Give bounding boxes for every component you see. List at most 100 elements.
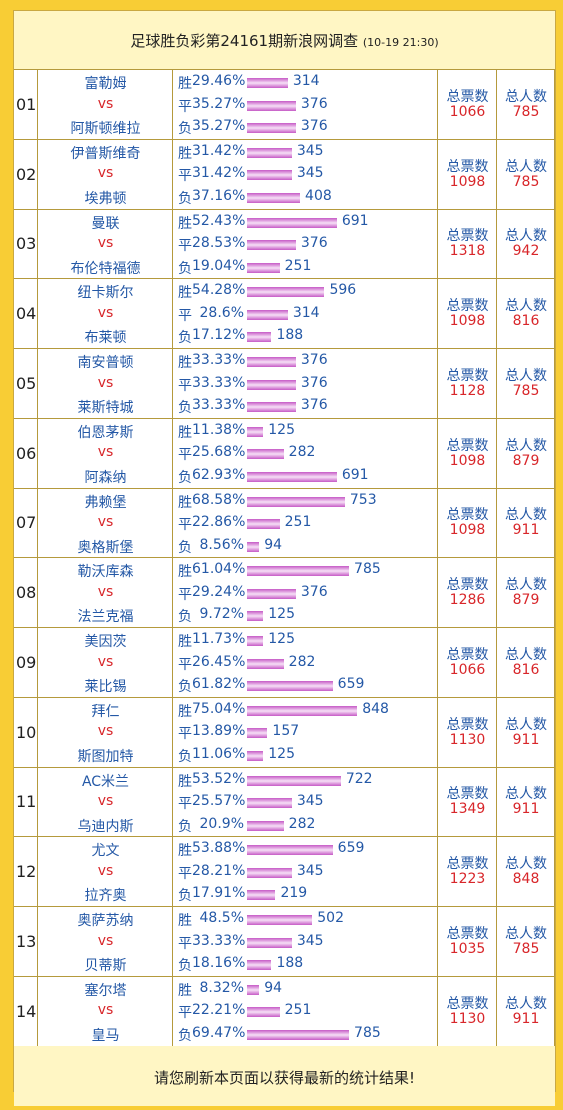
vote-bar: [247, 566, 350, 577]
vote-bar: [247, 240, 296, 250]
outcome-label: 负: [178, 121, 192, 137]
outcome-label: 负: [178, 1027, 192, 1044]
total_people-value: 911: [512, 1010, 540, 1027]
outcome-label: 平: [178, 307, 192, 324]
percent: 22.86%: [192, 514, 246, 530]
match-number: 03: [16, 234, 37, 254]
total_votes-value: 1035: [449, 940, 486, 957]
home-team: 塞尔塔: [84, 982, 127, 999]
vote-count: 785: [354, 561, 381, 578]
vote-bar: [247, 471, 337, 482]
vote-bar: [247, 937, 292, 948]
vote-count: 345: [296, 932, 324, 949]
vote-count: 376: [300, 397, 328, 413]
match-number: 01: [16, 94, 37, 114]
total_votes-value: 1223: [449, 871, 486, 888]
cell: [173, 697, 438, 768]
vote-bar: [247, 611, 264, 622]
percent: 61.04%: [192, 561, 246, 578]
total_votes-label: 总票数: [446, 367, 489, 384]
outcome-label: 胜: [178, 773, 192, 790]
cell: [497, 139, 555, 210]
vote-bar: [247, 820, 284, 831]
cell: [497, 837, 555, 907]
outcome-label: 胜: [178, 564, 192, 581]
header: 足球胜负彩第24161期新浪网调查 (10-19 21:30): [14, 11, 555, 70]
vote-count: 785: [354, 1024, 381, 1041]
percent: 33.33%: [192, 932, 246, 949]
vote-count: 251: [284, 257, 312, 274]
away-team: 法兰克福: [77, 609, 134, 626]
total_votes-label: 总票数: [446, 158, 489, 175]
cell: [438, 767, 497, 838]
vote-count: 251: [284, 1002, 312, 1019]
outcome-label: 负: [178, 609, 192, 626]
total_votes-value: 1098: [449, 313, 486, 330]
total_people-value: 785: [512, 103, 540, 120]
vote-count: 376: [300, 118, 328, 134]
outcome-label: 胜: [178, 634, 192, 650]
home-team: 弗赖堡: [84, 494, 127, 511]
home-team: 拜仁: [91, 703, 120, 720]
total_votes-label: 总票数: [446, 856, 489, 873]
away-team: 莱斯特城: [77, 400, 134, 416]
vote-bar: [247, 750, 264, 761]
cell: [497, 628, 555, 698]
home-team: AC米兰: [81, 773, 130, 790]
outcome-label: 平: [178, 98, 192, 115]
vote-count: 345: [296, 862, 324, 879]
away-team: 布莱顿: [84, 330, 127, 347]
cell: [497, 488, 555, 559]
vote-count: 345: [296, 142, 324, 159]
outcome-label: 胜: [178, 76, 192, 92]
total_votes-value: 1098: [449, 452, 486, 469]
cell: [438, 279, 497, 349]
total_people-value: 879: [512, 592, 540, 609]
cell: [438, 837, 497, 907]
total_votes-label: 总票数: [446, 577, 489, 594]
cell: [173, 279, 438, 349]
away-team: 布伦特福德: [70, 260, 141, 277]
outcome-label: 负: [178, 679, 192, 695]
total_people-value: 816: [512, 661, 540, 678]
vote-count: 188: [276, 955, 304, 971]
percent: 11.06%: [192, 745, 246, 762]
percent: 28.21%: [192, 862, 246, 879]
vs: vs: [97, 304, 114, 321]
total_people-label: 总人数: [505, 577, 547, 594]
vote-bar: [247, 1007, 280, 1018]
cell: [438, 558, 497, 628]
away-team: 埃弗顿: [84, 190, 127, 207]
vote-bar: [247, 217, 337, 228]
match-number: 08: [16, 583, 37, 603]
total_people-value: 785: [512, 382, 540, 399]
vote-bar: [247, 915, 313, 925]
outcome-label: 负: [178, 400, 192, 416]
match-number: 12: [16, 862, 37, 882]
percent: 19.04%: [192, 257, 246, 274]
outcome-label: 胜: [178, 982, 192, 999]
cell: [497, 697, 555, 768]
total_votes-value: 1066: [449, 103, 486, 120]
vote-count: 282: [288, 653, 316, 670]
vs: vs: [97, 95, 114, 112]
total_votes-label: 总票数: [446, 925, 489, 942]
total_votes-label: 总票数: [446, 437, 489, 454]
cell: [38, 628, 173, 698]
vote-count: 314: [292, 304, 320, 321]
vote-bar: [247, 845, 333, 856]
total_people-label: 总人数: [505, 88, 547, 105]
vote-count: 408: [305, 187, 332, 204]
outcome-label: 平: [178, 586, 192, 603]
total_votes-label: 总票数: [446, 228, 489, 245]
outcome-label: 负: [178, 330, 192, 347]
cell: [14, 628, 38, 698]
percent: 33.33%: [192, 397, 246, 413]
cell: [497, 279, 555, 349]
vote-count: 376: [300, 352, 328, 368]
total_people-value: 911: [512, 731, 540, 748]
percent: 52.43%: [192, 212, 246, 229]
total_people-label: 总人数: [505, 786, 547, 803]
cell: [497, 70, 555, 140]
total_votes-label: 总票数: [446, 995, 489, 1012]
